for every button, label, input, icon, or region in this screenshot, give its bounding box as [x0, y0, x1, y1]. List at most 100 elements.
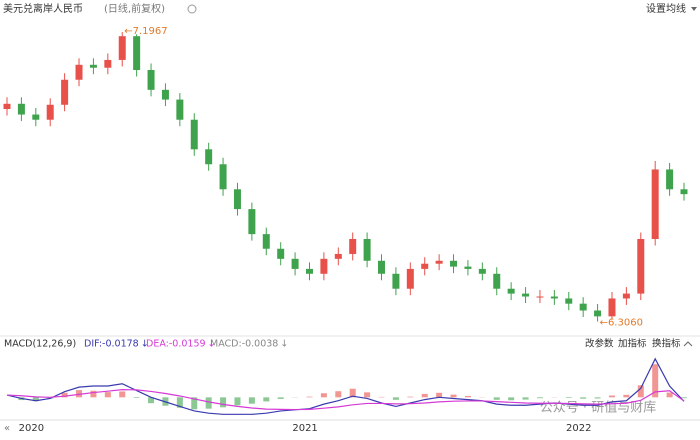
candle-body: [148, 70, 155, 90]
candle-body: [464, 267, 471, 269]
dea-name: DEA:: [146, 339, 169, 350]
candle-body: [90, 65, 97, 68]
max-annotation: ←7.1967: [124, 26, 167, 37]
macd-bar: [90, 391, 96, 398]
candle-body: [191, 120, 198, 150]
candle-body: [234, 189, 241, 209]
candle-body: [623, 294, 630, 299]
candle-body: [61, 80, 68, 105]
candle-body: [652, 169, 659, 239]
dif-value: -0.0178: [102, 339, 139, 350]
collapse-button[interactable]: «: [4, 423, 10, 434]
macd-bar: [566, 397, 572, 398]
macd-name: MACD(12,26,9): [4, 339, 76, 350]
candle-body: [594, 311, 601, 317]
macd-bar: [220, 397, 226, 407]
candle-body: [119, 36, 126, 60]
macd-bar: [263, 397, 269, 401]
candle-body: [608, 298, 615, 316]
candle-body: [349, 239, 356, 254]
candle-body: [220, 164, 227, 189]
macd-bar: [681, 397, 687, 398]
macd-bar: [609, 396, 615, 398]
macd-bar: [234, 397, 240, 405]
candle-body: [522, 294, 529, 297]
macd-bar: [422, 394, 428, 397]
candle-body: [306, 269, 313, 274]
chart-subtitle: (日线,前复权): [104, 2, 165, 15]
x-tick-label: 2020: [19, 423, 44, 434]
edit-params[interactable]: 改参数: [585, 338, 614, 350]
x-tick-label: 2022: [566, 423, 591, 434]
candle-body: [292, 259, 299, 269]
watermark: 公众号 · 研值与财库: [540, 400, 656, 416]
candle-body: [421, 264, 428, 269]
macd-bar: [134, 397, 140, 398]
candle-body: [580, 304, 587, 311]
candle-body: [378, 261, 385, 274]
candle-body: [536, 297, 543, 298]
macd-bar: [119, 391, 125, 397]
macd-bar: [321, 393, 327, 397]
dif-name: DIF:: [84, 339, 102, 350]
candle-body: [263, 234, 270, 249]
macd-bar: [306, 397, 312, 398]
candle-body: [637, 239, 644, 294]
macd-bar: [465, 396, 471, 397]
candle-body: [162, 90, 169, 100]
candle-body: [450, 261, 457, 267]
candle-body: [133, 36, 140, 70]
macd-bar: [595, 397, 601, 398]
candle-body: [551, 297, 558, 299]
candle-body: [364, 239, 371, 261]
add-indicator[interactable]: 加指标: [618, 338, 647, 350]
macd-bar: [407, 397, 413, 398]
candle-body: [508, 289, 515, 294]
candle-body: [493, 274, 500, 289]
macd-bar: [667, 393, 673, 398]
macd-bar: [105, 392, 111, 397]
candle-body: [436, 261, 443, 264]
candle-body: [392, 274, 399, 289]
macd-bar: [206, 397, 212, 408]
x-tick-label: 2021: [292, 423, 317, 434]
candle-body: [479, 269, 486, 274]
dea-value: -0.0159: [169, 339, 206, 350]
macd-bar: [364, 392, 370, 397]
chart-title: 美元兑离岸人民币: [3, 2, 83, 15]
candle-body: [18, 104, 25, 115]
macd-bar: [537, 397, 543, 398]
candle-body: [277, 249, 284, 259]
candle-body: [104, 60, 111, 68]
candle-body: [248, 209, 255, 234]
dif-trend-arrow: ↓: [141, 339, 149, 350]
candle-body: [320, 259, 327, 274]
candle-body: [47, 105, 54, 120]
candle-body: [407, 269, 414, 289]
macd-bar: [580, 397, 586, 398]
macd-bar: [523, 397, 529, 399]
macd-bar: [494, 397, 500, 399]
macd-bar: [451, 395, 457, 398]
candle-body: [565, 298, 572, 303]
candle-body: [205, 149, 212, 164]
macd-bar: [436, 393, 442, 398]
macd-value: -0.0038: [242, 339, 279, 350]
switch-indicator[interactable]: 换指标: [652, 338, 681, 350]
macd-bar: [335, 391, 341, 397]
macd-bar: [249, 397, 255, 403]
dea-trend-arrow: ↓: [208, 339, 216, 350]
macd-bar: [393, 397, 399, 399]
macd-trend-arrow: ↓: [280, 339, 288, 350]
candle-body: [176, 100, 183, 120]
candle-body: [76, 65, 83, 80]
macd-bar: [278, 397, 284, 399]
candle-body: [4, 104, 11, 109]
macd-bar: [508, 397, 514, 400]
min-annotation: ←6.3060: [600, 318, 643, 329]
ma-settings[interactable]: 设置均线: [646, 2, 686, 15]
candle-body: [32, 115, 39, 120]
macd-bar: [623, 395, 629, 397]
candle-body: [666, 169, 673, 189]
